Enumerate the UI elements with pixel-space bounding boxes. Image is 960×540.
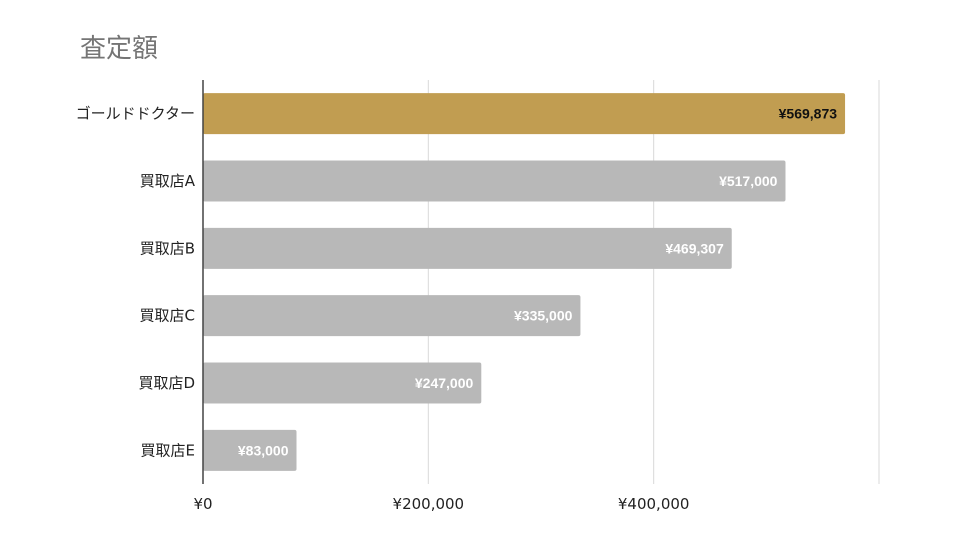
category-label: 買取店D [138, 374, 195, 392]
x-tick-label: ¥0 [193, 495, 212, 513]
x-tick-label: ¥400,000 [618, 495, 690, 513]
category-label: 買取店E [141, 441, 195, 459]
bar [203, 93, 846, 135]
bar [203, 295, 581, 337]
data-label: ¥569,873 [779, 106, 838, 122]
bar [203, 227, 732, 269]
category-label: 買取店C [140, 307, 195, 325]
bar [203, 429, 297, 471]
chart-title: 査定額 [80, 34, 159, 64]
category-label: ゴールドドクター [76, 105, 195, 123]
bar [203, 160, 786, 202]
bar [203, 362, 482, 404]
category-label: 買取店A [140, 172, 196, 190]
x-tick-label: ¥200,000 [393, 495, 465, 513]
data-label: ¥83,000 [238, 442, 289, 458]
data-label: ¥469,307 [665, 240, 724, 256]
data-label: ¥335,000 [514, 308, 573, 324]
category-label: 買取店B [140, 239, 195, 257]
data-label: ¥517,000 [719, 173, 778, 189]
data-label: ¥247,000 [415, 375, 474, 391]
